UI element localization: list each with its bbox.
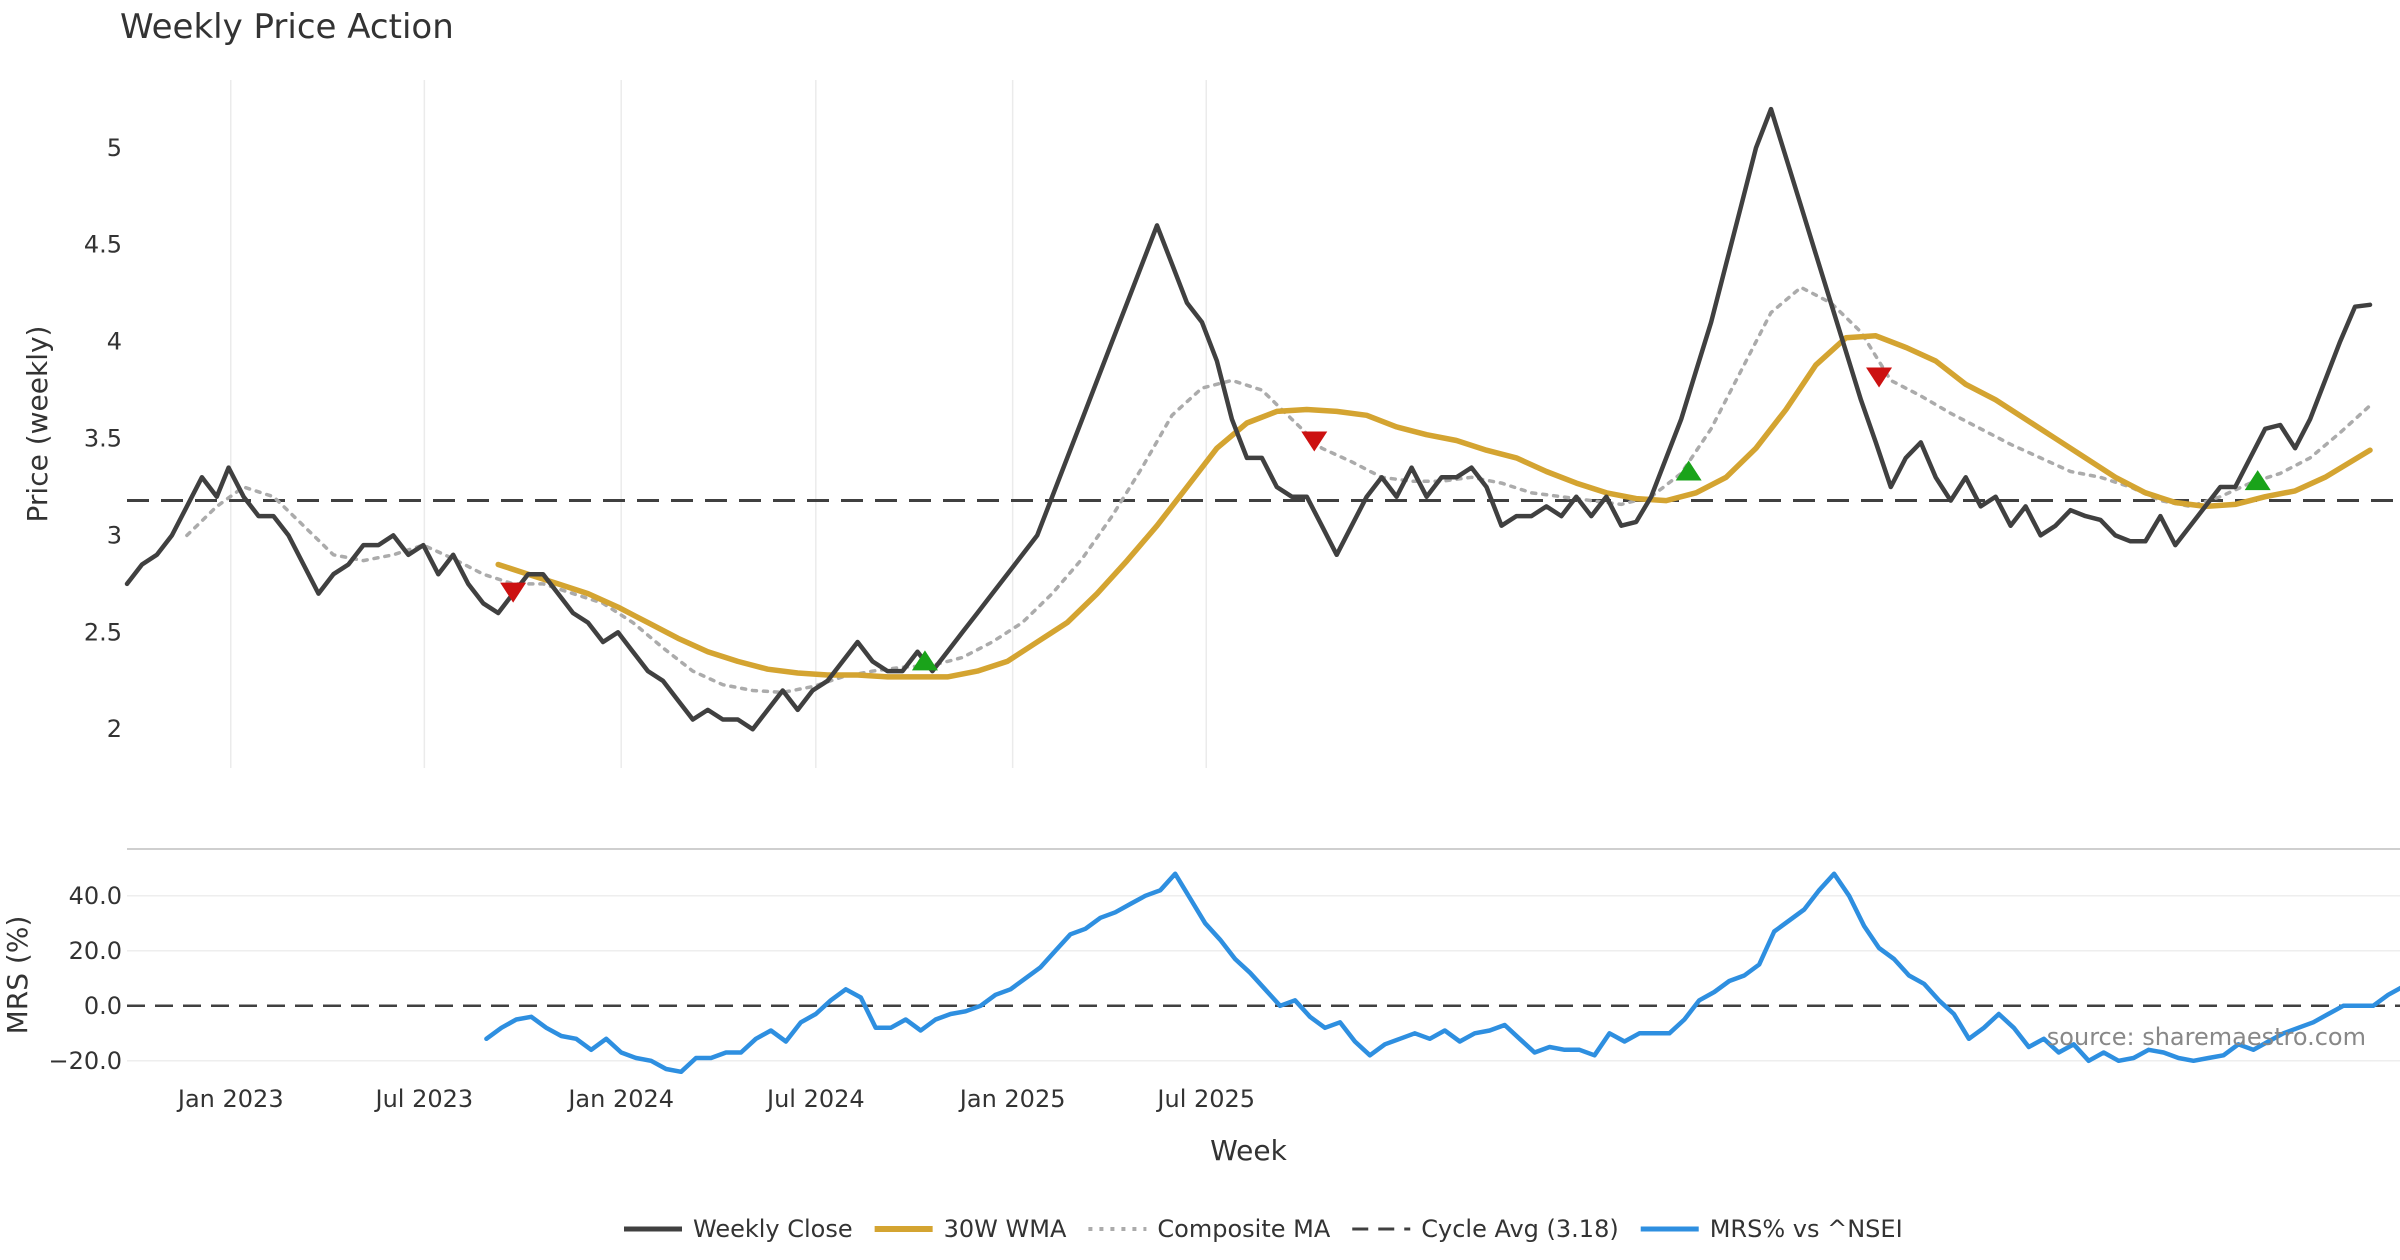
mrs-y-tick-label: 20.0 bbox=[69, 937, 122, 965]
mrs-y-tick-label: −20.0 bbox=[48, 1047, 122, 1075]
sell-signal-marker bbox=[500, 582, 527, 603]
buy-signal-marker bbox=[1675, 460, 1702, 481]
price-y-tick-label: 2.5 bbox=[84, 618, 122, 646]
series-line-composite bbox=[185, 285, 2372, 695]
price-y-tick-label: 5 bbox=[107, 134, 122, 162]
x-tick-label: Jan 2024 bbox=[566, 1085, 674, 1113]
x-tick-label: Jul 2023 bbox=[374, 1085, 474, 1113]
mrs-y-tick-label: 40.0 bbox=[69, 882, 122, 910]
legend-label-wma: 30W WMA bbox=[944, 1215, 1067, 1243]
sell-signal-marker bbox=[1866, 367, 1893, 388]
x-axis-ticks: Jan 2023 Jul 2023 Jan 2024 Jul 2024 Jan 2025… bbox=[176, 1085, 1255, 1113]
source-label: source: sharemaestro.com bbox=[2047, 1023, 2366, 1051]
legend-label-close: Weekly Close bbox=[693, 1215, 853, 1243]
x-tick-label: Jul 2024 bbox=[765, 1085, 865, 1113]
x-tick-label: Jan 2025 bbox=[958, 1085, 1066, 1113]
chart-title: Weekly Price Action bbox=[120, 7, 454, 47]
series-line-close bbox=[124, 106, 2373, 732]
mrs-y-ticks: −20.0 0.0 20.0 40.0 bbox=[48, 882, 122, 1075]
price-series-group bbox=[124, 106, 2373, 732]
price-y-tick-label: 4 bbox=[107, 328, 122, 356]
x-axis-label: Week bbox=[1210, 1134, 1287, 1167]
legend-label-mrs: MRS% vs ^NSEI bbox=[1710, 1215, 1903, 1243]
buy-signal-marker bbox=[911, 650, 938, 671]
price-y-ticks: 2 2.5 3 3.5 4 4.5 5 bbox=[84, 134, 122, 743]
series-line-wma bbox=[495, 333, 2373, 680]
legend-label-cycle: Cycle Avg (3.18) bbox=[1421, 1215, 1618, 1243]
mrs-y-axis-label: MRS (%) bbox=[1, 916, 34, 1035]
series-line-mrs bbox=[484, 871, 2400, 1075]
mrs-gridlines bbox=[127, 895, 2400, 1062]
price-y-tick-label: 3.5 bbox=[84, 425, 122, 453]
price-y-tick-label: 4.5 bbox=[84, 231, 122, 259]
sell-signal-marker bbox=[1301, 431, 1328, 452]
signal-markers bbox=[500, 367, 2271, 671]
x-tick-label: Jan 2023 bbox=[176, 1085, 284, 1113]
price-panel: 2 2.5 3 3.5 4 4.5 5 Price (weekly) bbox=[21, 80, 2400, 768]
price-gridlines bbox=[230, 80, 1207, 768]
mrs-panel: −20.0 0.0 20.0 40.0 MRS (%) source: sharema… bbox=[1, 871, 2400, 1075]
price-y-axis-label: Price (weekly) bbox=[21, 326, 54, 523]
price-y-tick-label: 2 bbox=[107, 715, 122, 743]
legend-label-composite: Composite MA bbox=[1157, 1215, 1330, 1243]
mrs-y-tick-label: 0.0 bbox=[84, 992, 122, 1020]
x-tick-label: Jul 2025 bbox=[1155, 1085, 1255, 1113]
mrs-series-group bbox=[484, 871, 2400, 1075]
price-y-tick-label: 3 bbox=[107, 521, 122, 549]
buy-signal-marker bbox=[2244, 470, 2271, 491]
chart-legend: Weekly Close 30W WMA Composite MA Cycle Avg… bbox=[624, 1215, 1903, 1243]
